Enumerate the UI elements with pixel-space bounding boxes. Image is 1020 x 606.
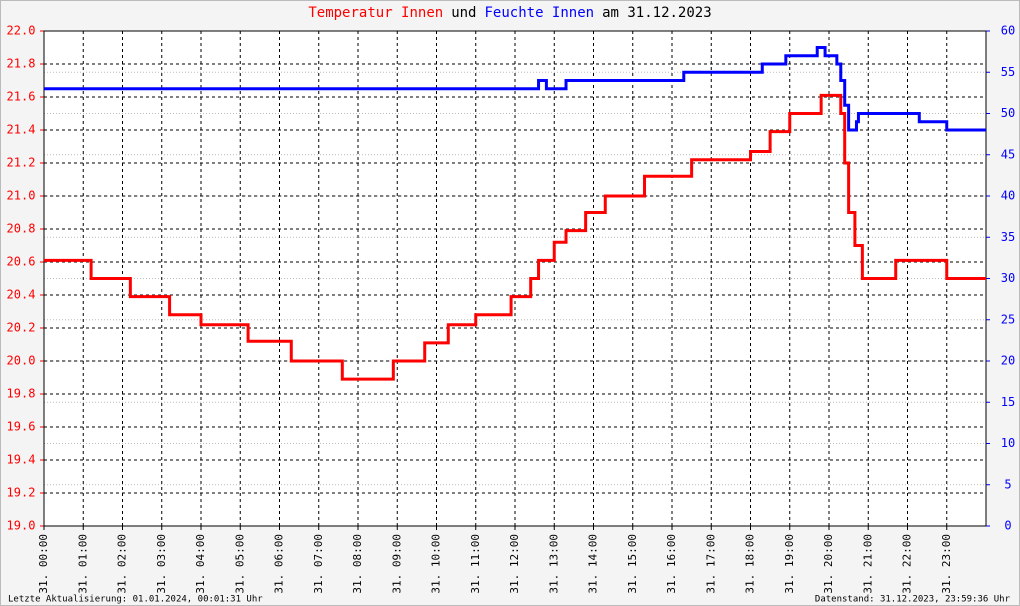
y-tick-label: 19.4 [7,453,36,467]
series-line [44,46,986,132]
x-tick-label: 31. 15:00 [626,534,639,594]
y-tick-label: 22.0 [7,24,36,38]
y-tick-label: 21.6 [7,90,36,104]
title-part: und [451,5,476,21]
x-tick-label: 31. 07:00 [312,534,325,594]
x-tick-label: 31. 11:00 [469,534,482,594]
x-tick-label: 31. 00:00 [37,534,50,594]
chart-title: Temperatur Innen und Feuchte Innen am 31.12… [308,5,711,21]
y2-tick-label: 35 [1001,230,1015,244]
y2-tick-label: 20 [1001,354,1015,368]
y-tick-label: 21.8 [7,57,36,71]
y2-tick-label: 40 [1001,189,1015,203]
y2-tick-label: 60 [1001,24,1015,38]
x-tick-label: 31. 08:00 [351,534,364,594]
x-tick-label: 31. 18:00 [744,534,757,594]
y-tick-label: 21.4 [7,123,36,137]
x-tick-label: 31. 16:00 [665,534,678,594]
y-tick-label: 19.0 [7,519,36,533]
x-tick-label: 31. 09:00 [390,534,403,594]
x-tick-label: 31. 01:00 [76,534,89,594]
title-part: Feuchte Innen [485,5,595,21]
x-tick-label: 31. 03:00 [155,534,168,594]
footer-right: Datenstand: 31.12.2023, 23:59:36 Uhr [815,595,1011,605]
y-tick-label: 21.2 [7,156,36,170]
x-tick-label: 31. 14:00 [587,534,600,594]
y2-tick-label: 15 [1001,395,1015,409]
y-tick-label: 20.0 [7,354,36,368]
title-part: am 31.12.2023 [602,5,712,21]
y-tick-label: 20.8 [7,222,36,236]
y2-tick-label: 5 [1004,477,1011,491]
y2-tick-label: 10 [1001,436,1015,450]
y-tick-label: 19.8 [7,387,36,401]
x-tick-label: 31. 06:00 [273,534,286,594]
title-part: Temperatur Innen [308,5,443,21]
footer-left: Letzte Aktualisierung: 01.01.2024, 00:01… [8,595,263,605]
x-tick-label: 31. 22:00 [901,534,914,594]
y2-tick-label: 45 [1001,147,1015,161]
x-tick-label: 31. 21:00 [861,534,874,594]
y2-tick-label: 30 [1001,271,1015,285]
x-tick-label: 31. 20:00 [822,534,835,594]
y-tick-label: 20.2 [7,321,36,335]
y2-tick-label: 50 [1001,106,1015,120]
y-tick-label: 19.2 [7,486,36,500]
y-tick-label: 20.4 [7,288,36,302]
x-tick-label: 31. 13:00 [547,534,560,594]
x-tick-label: 31. 19:00 [783,534,796,594]
x-tick-label: 31. 04:00 [194,534,207,594]
x-tick-label: 31. 12:00 [508,534,521,594]
y-tick-label: 20.6 [7,255,36,269]
y2-tick-label: 55 [1001,65,1015,79]
x-tick-label: 31. 23:00 [940,534,953,594]
y2-tick-label: 25 [1001,312,1015,326]
series-line [44,93,986,381]
x-tick-label: 31. 05:00 [233,534,246,594]
x-tick-label: 31. 17:00 [704,534,717,594]
y2-tick-label: 0 [1004,519,1011,533]
y-tick-label: 21.0 [7,189,36,203]
x-tick-label: 31. 10:00 [430,534,443,594]
y-tick-label: 19.6 [7,420,36,434]
x-tick-label: 31. 02:00 [116,534,129,594]
